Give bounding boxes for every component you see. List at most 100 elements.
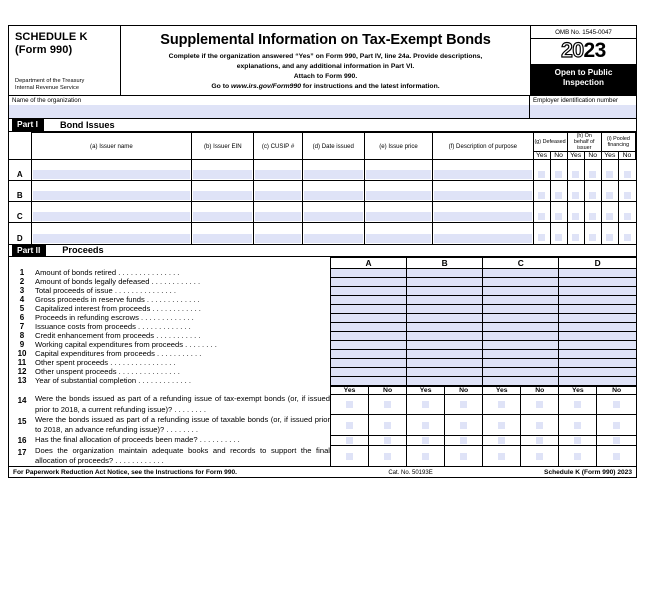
q14-yes-b[interactable] [406, 393, 446, 416]
q16-no-b[interactable] [444, 434, 484, 447]
q17-yes-c[interactable] [482, 445, 522, 467]
checkbox-pooled-no-a[interactable] [617, 159, 636, 182]
q17-no-b[interactable] [444, 445, 484, 467]
cell-issuer-name-d[interactable] [30, 222, 193, 244]
q15-no-c[interactable] [520, 414, 560, 436]
organization-name-cell[interactable]: Name of the organization [9, 96, 530, 118]
amount-2-d[interactable] [558, 276, 636, 287]
amount-6-a[interactable] [329, 312, 408, 323]
checkbox-defeased-no-d[interactable] [549, 222, 568, 244]
cell-issuer-ein-d[interactable] [191, 222, 255, 244]
checkbox-on-behalf-no-b[interactable] [583, 180, 602, 203]
amount-3-a[interactable] [329, 285, 408, 296]
cell-issuer-ein-c[interactable] [191, 201, 255, 224]
organization-name-input[interactable] [9, 104, 529, 118]
q15-no-d[interactable] [596, 414, 636, 436]
q16-yes-a[interactable] [329, 434, 370, 447]
cell-date-issued-b[interactable] [301, 180, 365, 203]
amount-8-b[interactable] [406, 330, 484, 341]
amount-2-b[interactable] [406, 276, 484, 287]
amount-11-c[interactable] [482, 357, 560, 368]
amount-9-c[interactable] [482, 339, 560, 350]
checkbox-defeased-yes-d[interactable] [532, 222, 551, 244]
q15-yes-a[interactable] [329, 414, 370, 436]
amount-1-d[interactable] [558, 267, 636, 278]
cell-purpose-c[interactable] [432, 201, 534, 224]
cell-issuer-name-a[interactable] [30, 159, 193, 182]
amount-11-d[interactable] [558, 357, 636, 368]
checkbox-on-behalf-yes-b[interactable] [566, 180, 585, 203]
cell-date-issued-d[interactable] [301, 222, 365, 244]
amount-4-c[interactable] [482, 294, 560, 305]
checkbox-defeased-yes-c[interactable] [532, 201, 551, 224]
checkbox-on-behalf-no-a[interactable] [583, 159, 602, 182]
amount-1-a[interactable] [329, 267, 408, 278]
checkbox-defeased-no-c[interactable] [549, 201, 568, 224]
checkbox-pooled-no-c[interactable] [617, 201, 636, 224]
q14-yes-a[interactable] [329, 393, 370, 416]
q16-no-d[interactable] [596, 434, 636, 447]
cell-issuer-ein-a[interactable] [191, 159, 255, 182]
amount-4-d[interactable] [558, 294, 636, 305]
amount-4-a[interactable] [329, 294, 408, 305]
cell-issue-price-b[interactable] [363, 180, 434, 203]
amount-2-a[interactable] [329, 276, 408, 287]
amount-5-b[interactable] [406, 303, 484, 314]
q14-yes-c[interactable] [482, 393, 522, 416]
amount-7-b[interactable] [406, 321, 484, 332]
q17-no-c[interactable] [520, 445, 560, 467]
checkbox-on-behalf-no-d[interactable] [583, 222, 602, 244]
amount-12-b[interactable] [406, 366, 484, 377]
amount-5-c[interactable] [482, 303, 560, 314]
checkbox-pooled-yes-a[interactable] [600, 159, 619, 182]
q16-yes-d[interactable] [558, 434, 598, 447]
checkbox-pooled-yes-d[interactable] [600, 222, 619, 244]
ein-input[interactable] [530, 104, 636, 118]
cell-issuer-name-c[interactable] [30, 201, 193, 224]
q17-yes-d[interactable] [558, 445, 598, 467]
checkbox-defeased-no-a[interactable] [549, 159, 568, 182]
checkbox-on-behalf-yes-d[interactable] [566, 222, 585, 244]
cell-cusip-a[interactable] [253, 159, 303, 182]
cell-purpose-a[interactable] [432, 159, 534, 182]
cell-issue-price-d[interactable] [363, 222, 434, 244]
q14-no-a[interactable] [368, 393, 408, 416]
cell-purpose-d[interactable] [432, 222, 534, 244]
q15-yes-d[interactable] [558, 414, 598, 436]
amount-11-a[interactable] [329, 357, 408, 368]
q16-yes-b[interactable] [406, 434, 446, 447]
amount-2-c[interactable] [482, 276, 560, 287]
amount-10-b[interactable] [406, 348, 484, 359]
q15-yes-b[interactable] [406, 414, 446, 436]
q17-no-d[interactable] [596, 445, 636, 467]
amount-9-a[interactable] [329, 339, 408, 350]
amount-6-d[interactable] [558, 312, 636, 323]
checkbox-on-behalf-yes-a[interactable] [566, 159, 585, 182]
amount-8-d[interactable] [558, 330, 636, 341]
irs-website-url[interactable]: www.irs.gov/Form990 [231, 82, 302, 90]
amount-3-c[interactable] [482, 285, 560, 296]
amount-6-b[interactable] [406, 312, 484, 323]
amount-13-d[interactable] [558, 375, 636, 386]
amount-5-d[interactable] [558, 303, 636, 314]
cell-issuer-name-b[interactable] [30, 180, 193, 203]
amount-12-d[interactable] [558, 366, 636, 377]
amount-11-b[interactable] [406, 357, 484, 368]
amount-10-a[interactable] [329, 348, 408, 359]
amount-6-c[interactable] [482, 312, 560, 323]
amount-5-a[interactable] [329, 303, 408, 314]
amount-1-c[interactable] [482, 267, 560, 278]
cell-issue-price-c[interactable] [363, 201, 434, 224]
checkbox-pooled-no-b[interactable] [617, 180, 636, 203]
cell-date-issued-a[interactable] [301, 159, 365, 182]
checkbox-defeased-yes-b[interactable] [532, 180, 551, 203]
checkbox-defeased-yes-a[interactable] [532, 159, 551, 182]
q16-no-c[interactable] [520, 434, 560, 447]
amount-13-a[interactable] [329, 375, 408, 386]
q15-yes-c[interactable] [482, 414, 522, 436]
amount-9-d[interactable] [558, 339, 636, 350]
q16-no-a[interactable] [368, 434, 408, 447]
q14-yes-d[interactable] [558, 393, 598, 416]
ein-cell[interactable]: Employer identification number [530, 96, 636, 118]
amount-8-c[interactable] [482, 330, 560, 341]
